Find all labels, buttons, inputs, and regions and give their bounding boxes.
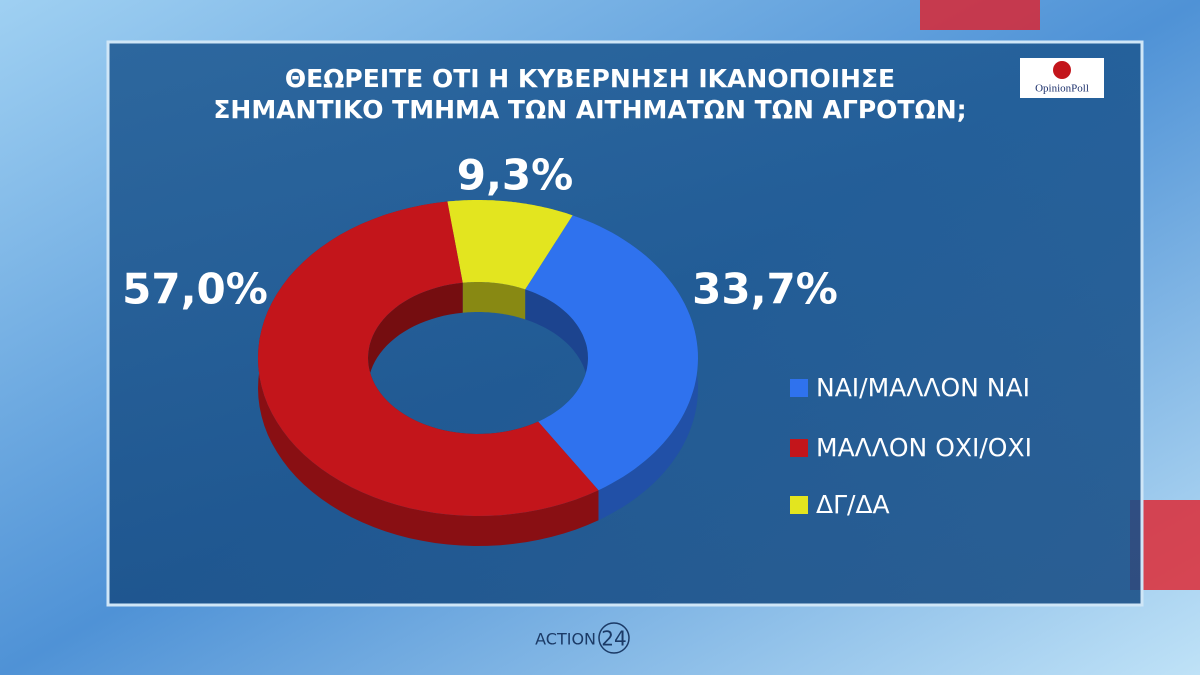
channel-name: ACTION [535, 630, 596, 649]
decoration [920, 0, 1040, 30]
data-label: 57,0% [122, 265, 268, 314]
pollster-icon [1053, 61, 1071, 79]
data-label: 9,3% [457, 151, 573, 200]
slice [258, 201, 599, 516]
legend-label: ΝΑΙ/ΜΑΛΛΟΝ ΝΑΙ [816, 373, 1030, 402]
slice [447, 200, 573, 290]
data-label: 33,7% [692, 265, 838, 314]
slice-outer-wall [258, 201, 599, 546]
channel-number: 24 [601, 627, 626, 651]
legend-swatch [790, 439, 808, 457]
legend-swatch [790, 496, 808, 514]
chart-title: ΣΗΜΑΝΤΙΚΟ ΤΜΗΜΑ ΤΩΝ ΑΙΤΗΜΑΤΩΝ ΤΩΝ ΑΓΡΟΤΩ… [213, 95, 966, 124]
pollster-name: OpinionPoll [1035, 83, 1089, 95]
legend-label: ΔΓ/ΔΑ [816, 490, 890, 519]
legend-swatch [790, 379, 808, 397]
legend-label: ΜΑΛΛΟΝ ΟΧΙ/ΟΧΙ [816, 433, 1032, 462]
slice-inner-wall [462, 282, 526, 320]
slice [525, 215, 698, 491]
chart-title: ΘΕΩΡΕΙΤΕ ΟΤΙ Η ΚΥΒΕΡΝΗΣΗ ΙΚΑΝΟΠΟΙΗΣΕ [285, 64, 895, 93]
channel-ring [598, 622, 630, 654]
